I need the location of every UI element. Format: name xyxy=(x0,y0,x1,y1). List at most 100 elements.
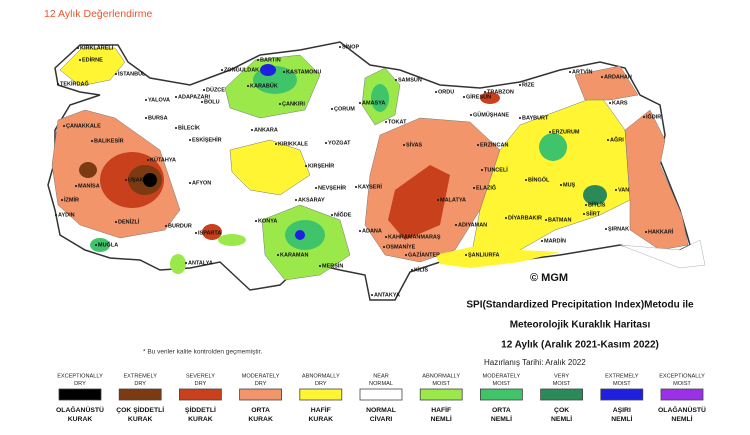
city-dot xyxy=(185,262,187,264)
city-label: BAYBURT xyxy=(522,115,549,121)
city-label: ADIYAMAN xyxy=(458,222,487,228)
city-dot xyxy=(359,102,361,104)
city-dot xyxy=(195,232,197,234)
city-dot xyxy=(549,131,551,133)
city-label: KÜTAHYA xyxy=(150,156,176,163)
city-label: BURSA xyxy=(148,115,168,121)
legend-en: MOIST xyxy=(613,381,631,387)
city-dot xyxy=(251,129,253,131)
city-dot xyxy=(189,182,191,184)
city-label: KIRKLARELİ xyxy=(80,44,114,51)
legend-en: MOIST xyxy=(553,381,571,387)
page-title: 12 Aylık Değerlendirme xyxy=(44,8,153,20)
city-label: KARAMAN xyxy=(280,252,308,258)
city-dot xyxy=(145,117,147,119)
city-label: VAN xyxy=(618,187,629,193)
legend-tr: NEMLİ xyxy=(551,415,572,423)
city-label: ÇANAKKALE xyxy=(66,123,101,129)
legend-tr: NEMLİ xyxy=(671,415,692,423)
city-dot xyxy=(57,83,59,85)
city-dot xyxy=(283,71,285,73)
legend-tr: KURAK xyxy=(68,416,93,423)
city-dot xyxy=(77,47,79,49)
city-label: ŞIRNAK xyxy=(608,226,629,232)
info-block: SPI(Standardized Precipitation Index)Met… xyxy=(466,300,694,367)
city-label: MUĞLA xyxy=(98,240,118,248)
legend-en: ABNORMALLY xyxy=(302,373,340,379)
city-label: KIRŞEHİR xyxy=(308,162,334,169)
city-dot xyxy=(295,199,297,201)
city-dot xyxy=(201,101,203,103)
legend-swatch xyxy=(540,388,583,401)
legend-en: EXTREMELY xyxy=(605,373,639,379)
city-dot xyxy=(61,199,63,201)
city-label: KARABÜK xyxy=(250,82,278,89)
legend-en: ABNORMALLY xyxy=(422,373,460,379)
city-dot xyxy=(315,187,317,189)
city-dot xyxy=(437,199,439,201)
city-dot xyxy=(405,254,407,256)
city-label: KAYSERİ xyxy=(358,183,382,190)
city-dot xyxy=(255,220,257,222)
city-label: KONYA xyxy=(258,218,277,224)
city-label: ESKİŞEHİR xyxy=(192,136,222,143)
city-label: AMASYA xyxy=(362,100,385,106)
legend-swatch xyxy=(178,388,222,401)
city-label: YALOVA xyxy=(148,97,170,103)
city-dot xyxy=(525,179,527,181)
legend-en: EXTREMELY xyxy=(123,373,157,379)
legend-en: DRY xyxy=(255,381,267,387)
city-dot xyxy=(331,214,333,216)
legend-en: EXCEPTIONALLY xyxy=(57,373,103,379)
city-dot xyxy=(189,139,191,141)
city-dot xyxy=(203,89,205,91)
city-label: ARDAHAN xyxy=(604,74,632,80)
copyright: © MGM xyxy=(530,272,568,284)
city-label: MERSİN xyxy=(322,262,343,269)
city-dot xyxy=(319,265,321,267)
city-dot xyxy=(247,85,249,87)
note: * Bu veriler kalite kontrolden geçmemişt… xyxy=(143,349,262,356)
legend-tr: KURAK xyxy=(128,416,153,423)
legend-tr: NEMLİ xyxy=(431,415,452,423)
city-dot xyxy=(645,231,647,233)
legend-tr: ÇOK ŞİDDETLİ xyxy=(116,406,164,414)
city-dot xyxy=(569,71,571,73)
city-dot xyxy=(473,187,475,189)
city-dot xyxy=(455,224,457,226)
city-label: ARTVİN xyxy=(572,68,593,75)
city-label: ANTALYA xyxy=(188,260,213,266)
city-dot xyxy=(91,140,93,142)
city-label: ORDU xyxy=(438,89,454,95)
legend-tr: CİVARI xyxy=(370,415,393,423)
city-dot xyxy=(175,127,177,129)
city-dot xyxy=(519,117,521,119)
city-label: BALIKESİR xyxy=(94,137,124,144)
city-label: EDİRNE xyxy=(82,56,103,63)
city-label: GİRESUN xyxy=(466,93,491,100)
city-dot xyxy=(305,165,307,167)
city-dot xyxy=(63,125,65,127)
legend-en: MODERATELY xyxy=(242,373,280,379)
city-label: DENİZLİ xyxy=(118,218,140,225)
city-dot xyxy=(95,244,97,246)
city-label: BATMAN xyxy=(548,217,571,223)
info-line: 12 Aylık (Aralık 2021-Kasım 2022) xyxy=(501,340,659,351)
city-labels: KIRKLARELİ EDİRNE TEKİRDAĞ İSTANBUL ÇANAKKAL… xyxy=(55,43,674,298)
city-dot xyxy=(221,69,223,71)
city-label: SİNOP xyxy=(342,43,359,50)
city-label: TUNCELİ xyxy=(484,166,508,173)
city-label: KIRIKKALE xyxy=(278,141,308,147)
legend-en: DRY xyxy=(315,381,327,387)
legend-en: EXCEPTIONALLY xyxy=(659,373,705,379)
info-line: Meteorolojik Kuraklık Haritası xyxy=(510,320,651,331)
city-dot xyxy=(505,217,507,219)
city-dot xyxy=(465,254,467,256)
city-dot xyxy=(643,116,645,118)
city-dot xyxy=(609,102,611,104)
city-label: TOKAT xyxy=(388,119,407,125)
city-dot xyxy=(605,228,607,230)
city-label: OSMANİYE xyxy=(386,243,416,250)
city-label: BARTIN xyxy=(260,57,281,63)
